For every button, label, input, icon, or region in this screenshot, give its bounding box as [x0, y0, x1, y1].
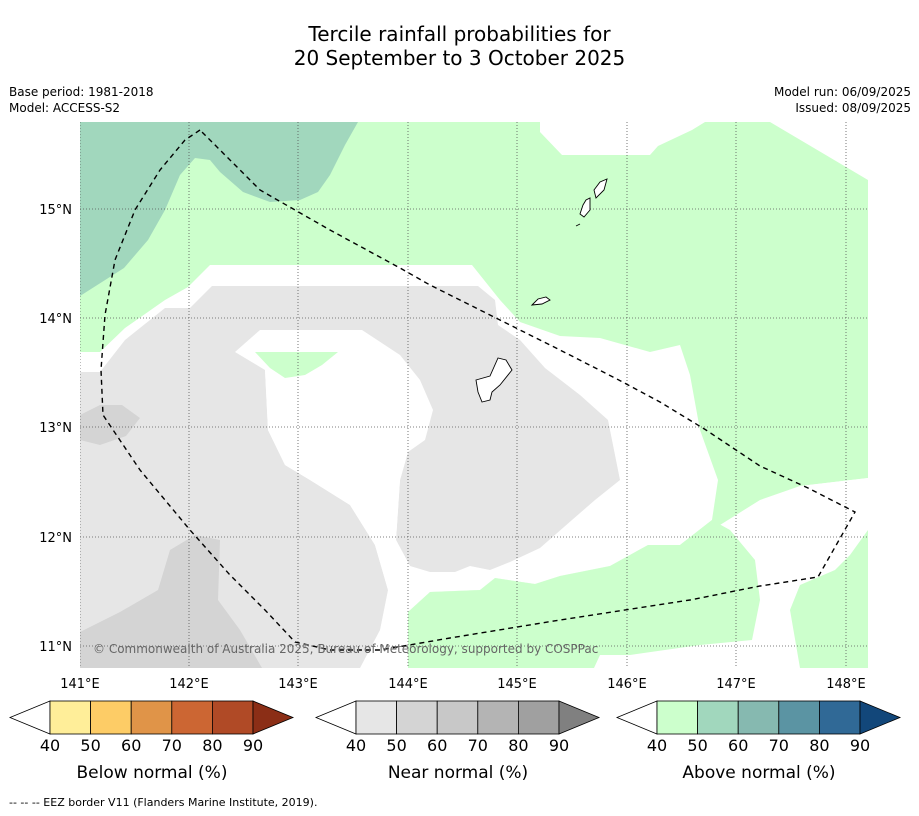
colorbar-extend-low: [615, 700, 658, 735]
y-tick-label: 13°N: [39, 421, 72, 436]
colorbar-tick-label: 90: [549, 736, 569, 755]
x-tick-label: 143°E: [278, 677, 318, 692]
colorbar-extend-high: [859, 700, 902, 735]
colorbar-segment: [778, 700, 820, 735]
tinian-island: [579, 197, 591, 218]
x-tick-label: 141°E: [60, 677, 100, 692]
colorbar-tick-label: 70: [162, 736, 182, 755]
above-normal-label: Above normal (%): [682, 763, 835, 783]
near-normal-colorbar: 40 50 60 70 80 90: [314, 700, 601, 755]
colorbar-extend-low: [8, 700, 51, 735]
x-tick-label: 144°E: [388, 677, 428, 692]
colorbar-segment: [436, 700, 479, 735]
eez-border: [100, 129, 856, 651]
below-normal-colorbar: 40 50 60 70 80 90: [8, 700, 295, 755]
rota-island: [530, 296, 551, 306]
colorbar-tick-label: 50: [687, 736, 707, 755]
above-normal-region-southeast: [790, 530, 868, 668]
x-tick-label: 146°E: [607, 677, 647, 692]
above-normal-patch: [255, 352, 338, 378]
islands: [475, 178, 608, 403]
colorbar-tick-label: 40: [40, 736, 60, 755]
colorbar-tick-label: 80: [202, 736, 222, 755]
aguijan-island: [575, 223, 581, 227]
x-tick-label: 145°E: [497, 677, 537, 692]
chart-title-line2: 20 September to 3 October 2025: [293, 46, 626, 70]
colorbar-segment: [396, 700, 438, 735]
y-tick-label: 11°N: [39, 640, 72, 655]
colorbar-segment: [171, 700, 213, 735]
saipan-island: [593, 178, 608, 199]
issued-text: Issued: 08/09/2025: [795, 101, 911, 115]
colorbar-extend-low: [314, 700, 357, 735]
y-tick-label: 12°N: [39, 531, 72, 546]
colorbar-tick-label: 60: [728, 736, 748, 755]
near-normal-region-60-south: [80, 535, 262, 668]
colorbar-tick-label: 60: [121, 736, 141, 755]
y-tick-label: 15°N: [39, 203, 72, 218]
above-normal-region-60: [80, 122, 358, 296]
guam-island: [475, 357, 513, 403]
colorbar-segment: [518, 700, 560, 735]
colorbar-extend-high: [558, 700, 601, 735]
colorbar-tick-label: 40: [346, 736, 366, 755]
below-normal-label: Below normal (%): [77, 763, 228, 783]
x-tick-label: 147°E: [716, 677, 756, 692]
colorbar-tick-label: 70: [769, 736, 789, 755]
x-axis: 141°E 142°E 143°E 144°E 145°E 146°E 147°…: [60, 677, 866, 692]
base-period-text: Base period: 1981-2018: [9, 85, 154, 99]
model-text: Model: ACCESS-S2: [9, 101, 121, 115]
colorbar-tick-label: 50: [386, 736, 406, 755]
colorbar-extend-high: [252, 700, 295, 735]
near-normal-label: Near normal (%): [388, 763, 528, 783]
above-normal-colorbar: 40 50 60 70 80 90: [615, 700, 902, 755]
colorbar-tick-label: 60: [427, 736, 447, 755]
colorbar-tick-label: 80: [809, 736, 829, 755]
colorbar-tick-label: 90: [850, 736, 870, 755]
y-axis: 15°N 14°N 13°N 12°N 11°N: [39, 203, 72, 655]
copyright-text: © Commonwealth of Australia 2025, Bureau…: [93, 642, 598, 656]
colorbar-segment: [130, 700, 173, 735]
chart-title-line1: Tercile rainfall probabilities for: [308, 22, 611, 46]
colorbar-segment: [211, 700, 254, 735]
colorbar-segment: [656, 700, 698, 735]
colorbar-segment: [49, 700, 91, 735]
x-tick-label: 142°E: [169, 677, 209, 692]
colorbar-segment: [737, 700, 780, 735]
colorbar-segment: [355, 700, 397, 735]
eez-footnote: -- -- -- EEZ border V11 (Flanders Marine…: [9, 796, 318, 809]
above-normal-region-south: [408, 520, 760, 668]
probability-map: © Commonwealth of Australia 2025, Bureau…: [80, 122, 868, 668]
colorbar-segment: [477, 700, 519, 735]
y-tick-label: 14°N: [39, 312, 72, 327]
x-tick-label: 148°E: [826, 677, 866, 692]
colorbar-tick-label: 70: [468, 736, 488, 755]
colorbar-tick-label: 90: [243, 736, 263, 755]
colorbar-segment: [90, 700, 132, 735]
gridlines: [80, 122, 868, 668]
colorbar-tick-label: 50: [80, 736, 100, 755]
colorbar-segment: [819, 700, 861, 735]
model-run-text: Model run: 06/09/2025: [773, 85, 911, 99]
colorbar-tick-label: 40: [647, 736, 667, 755]
colorbar-segment: [697, 700, 739, 735]
colorbar-tick-label: 80: [508, 736, 528, 755]
no-dominant-hole: [235, 330, 433, 590]
